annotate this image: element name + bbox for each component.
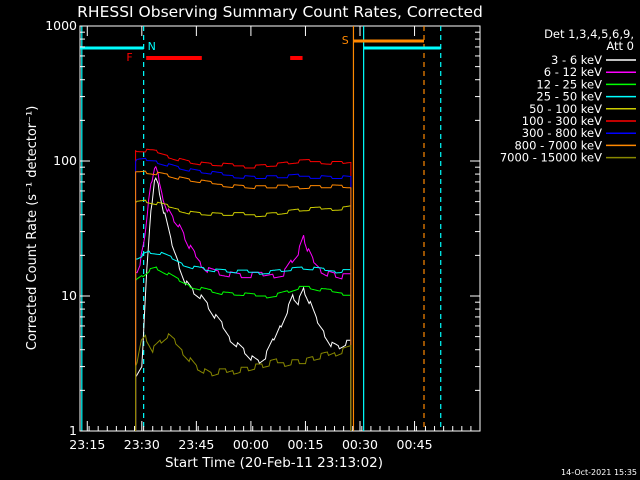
x-tick-label-4: 00:15 bbox=[287, 437, 323, 452]
annotation-s: S bbox=[342, 34, 349, 47]
legend-label-4: 50 - 100 keV bbox=[529, 102, 602, 116]
series-line-4 bbox=[135, 199, 352, 431]
y-tick-label-2: 100 bbox=[53, 153, 77, 168]
annotation-f: F bbox=[126, 51, 132, 64]
x-tick-label-0: 23:15 bbox=[69, 437, 105, 452]
series-line-1 bbox=[135, 165, 352, 431]
axes-layer: 1 10 100 1000 23:15 23:30 23:45 00:00 00:15 00:30… bbox=[45, 18, 481, 452]
series-layer bbox=[135, 148, 352, 431]
series-line-3 bbox=[135, 250, 352, 431]
series-line-2 bbox=[135, 266, 352, 431]
y-axis-label: Corrected Count Rate (s⁻¹ detector⁻¹) bbox=[25, 106, 40, 351]
footer-date: 14-Oct-2021 15:35 bbox=[561, 468, 637, 477]
y-tick-label-3: 1000 bbox=[45, 18, 77, 33]
chart-title: RHESSI Observing Summary Count Rates, Co… bbox=[77, 3, 483, 21]
y-tick-label-1: 10 bbox=[61, 288, 77, 303]
x-tick-label-3: 00:00 bbox=[233, 437, 269, 452]
series-line-8 bbox=[135, 332, 352, 431]
legend-label-0: 3 - 6 keV bbox=[551, 53, 602, 67]
y-tick-label-0: 1 bbox=[69, 423, 77, 438]
legend-label-6: 300 - 800 keV bbox=[522, 126, 602, 140]
annotation-n: N bbox=[148, 40, 156, 53]
legend-label-5: 100 - 300 keV bbox=[522, 114, 602, 128]
legend-header-detectors: Det 1,3,4,5,6,9, bbox=[544, 27, 634, 41]
flag-layer: N F S bbox=[80, 26, 442, 431]
legend-label-3: 25 - 50 keV bbox=[536, 90, 602, 104]
x-tick-label-5: 00:30 bbox=[342, 437, 378, 452]
series-line-6 bbox=[135, 157, 352, 431]
series-line-0 bbox=[135, 176, 352, 431]
legend-label-1: 6 - 12 keV bbox=[544, 65, 602, 79]
legend-label-2: 12 - 25 keV bbox=[536, 77, 602, 91]
series-line-5 bbox=[135, 148, 352, 431]
x-tick-label-6: 00:45 bbox=[397, 437, 433, 452]
legend-label-7: 800 - 7000 keV bbox=[514, 138, 602, 152]
x-axis-label: Start Time (20-Feb-11 23:13:02) bbox=[165, 455, 383, 471]
legend-label-8: 7000 - 15000 keV bbox=[500, 151, 602, 165]
x-tick-label-1: 23:30 bbox=[124, 437, 160, 452]
x-tick-label-2: 23:45 bbox=[178, 437, 214, 452]
series-line-7 bbox=[135, 170, 352, 431]
legend-header-attenuator: Att 0 bbox=[606, 39, 634, 53]
